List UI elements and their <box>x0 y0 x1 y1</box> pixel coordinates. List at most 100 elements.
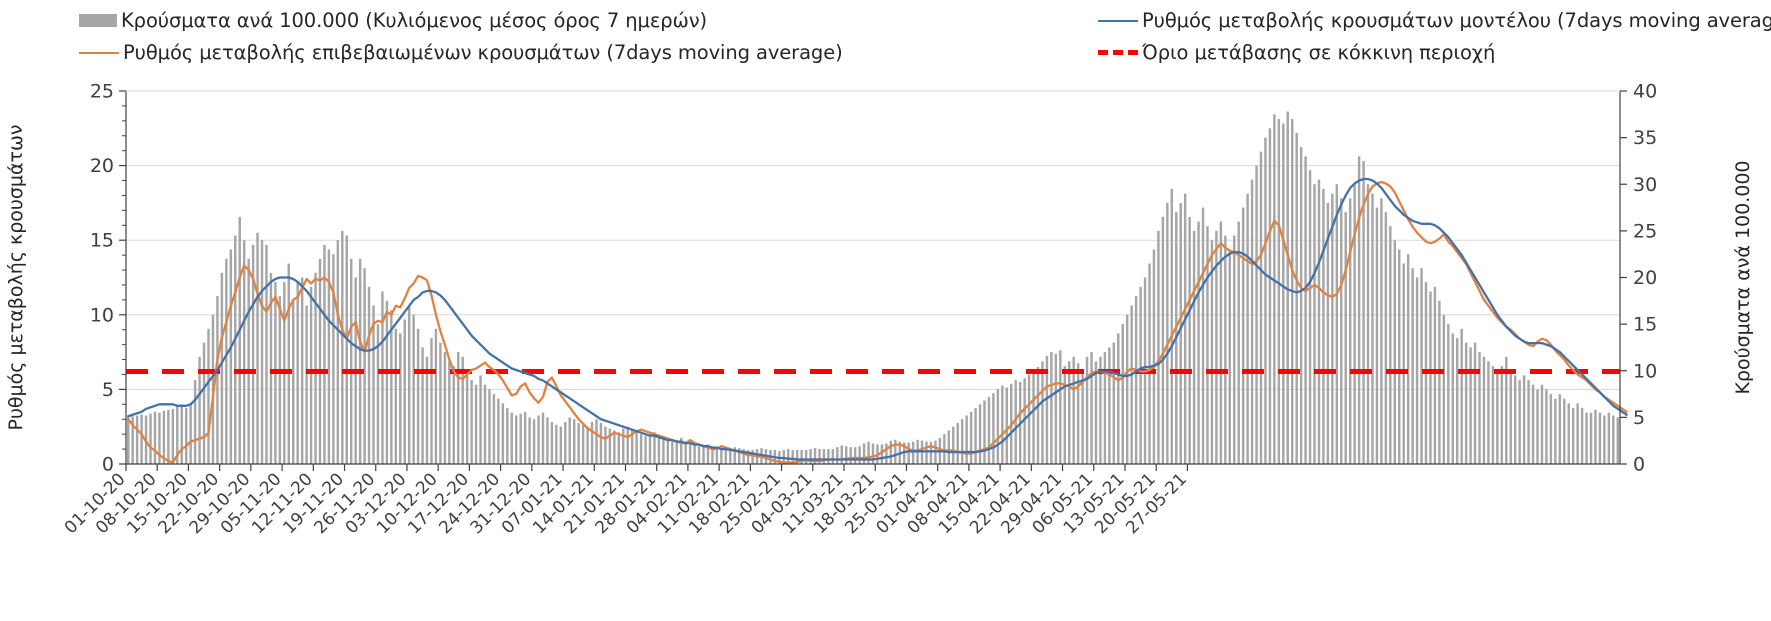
bar <box>1594 409 1597 464</box>
bar <box>693 445 696 464</box>
bar <box>1464 342 1468 464</box>
bar <box>1210 240 1214 464</box>
bar <box>465 370 469 464</box>
bar <box>1259 151 1263 465</box>
legend-label-blue-line: Ρυθμός μεταβολής κρουσμάτων μοντέλου (7d… <box>1142 9 1771 32</box>
bar <box>724 449 728 464</box>
bar <box>434 328 438 464</box>
bar <box>568 417 571 465</box>
bar <box>1094 361 1098 464</box>
bar <box>1357 156 1361 464</box>
bar <box>715 447 719 464</box>
bar <box>1487 361 1490 464</box>
bar <box>296 282 299 464</box>
bar <box>880 444 884 464</box>
bar <box>323 244 326 464</box>
bar <box>1491 366 1495 464</box>
bar <box>1233 235 1236 464</box>
bar <box>1130 305 1133 464</box>
bar <box>871 443 875 464</box>
bar <box>613 430 616 464</box>
bar <box>729 448 732 464</box>
bar <box>581 424 585 464</box>
bar <box>229 249 233 464</box>
bar <box>251 244 255 464</box>
bar <box>1268 128 1272 465</box>
bar <box>287 263 290 464</box>
bar <box>836 447 839 464</box>
bar <box>952 426 955 464</box>
bar <box>193 380 197 464</box>
bar <box>1076 363 1080 464</box>
bar <box>1027 374 1031 464</box>
bar <box>515 415 518 464</box>
bar <box>639 434 643 464</box>
bar <box>421 347 424 464</box>
bar <box>216 296 219 464</box>
bar <box>1522 375 1526 464</box>
left-axis-ticks: 0 5 10 15 20 25 <box>90 81 126 476</box>
bar <box>1183 193 1187 464</box>
bar <box>902 442 906 464</box>
bar <box>439 342 442 464</box>
orange-line-series <box>127 180 1628 464</box>
bar <box>1460 328 1463 464</box>
bar <box>1148 263 1151 464</box>
bar <box>238 216 241 464</box>
bar <box>1041 361 1044 464</box>
bar <box>140 414 143 464</box>
bar <box>800 450 803 464</box>
bar <box>1317 179 1321 464</box>
bar <box>532 419 536 464</box>
bar <box>1014 380 1017 464</box>
bar <box>960 419 964 464</box>
bar <box>1308 170 1312 464</box>
left-axis-title: Ρυθμός μεταβολής κρουσμάτων <box>5 124 27 430</box>
bar <box>996 389 1000 464</box>
bar <box>733 447 736 464</box>
bar <box>167 409 170 464</box>
bar <box>1580 408 1584 464</box>
bar <box>992 393 995 464</box>
bar <box>309 286 313 464</box>
bar <box>292 300 295 464</box>
bar <box>813 448 817 464</box>
bar <box>943 434 946 464</box>
bar <box>341 230 344 465</box>
bar <box>1219 221 1223 464</box>
bar <box>198 356 201 464</box>
bar <box>1125 314 1129 464</box>
bar <box>1045 355 1049 464</box>
bar <box>550 422 554 464</box>
bar <box>443 352 447 464</box>
bar <box>1540 384 1544 464</box>
bar <box>1277 118 1281 464</box>
bar <box>381 291 384 464</box>
bar <box>300 277 304 464</box>
legend-item-blue-line: Ρυθμός μεταβολής κρουσμάτων μοντέλου (7d… <box>1098 9 1771 32</box>
bar <box>1161 216 1165 464</box>
legend-item-bars: Κρούσματα ανά 100.000 (Κυλιόμενος μέσος … <box>79 9 707 32</box>
bar <box>1429 291 1432 464</box>
bar <box>1549 394 1553 464</box>
bar <box>956 422 959 464</box>
bar <box>1170 188 1174 464</box>
bar <box>1438 300 1441 464</box>
bar <box>818 449 821 464</box>
bar <box>1612 415 1615 464</box>
bar <box>234 235 237 464</box>
right-axis-title: Κρούσματα ανά 100.000 <box>1732 160 1754 394</box>
bar <box>1536 389 1539 464</box>
bar <box>332 254 335 464</box>
bar-swatch-icon <box>79 14 117 27</box>
bar <box>947 430 951 464</box>
bar <box>787 449 790 464</box>
bar <box>555 424 558 464</box>
bar <box>372 305 375 464</box>
bar <box>131 416 134 464</box>
bar <box>969 411 973 464</box>
bar <box>1255 165 1258 464</box>
bar <box>242 240 246 464</box>
bar <box>795 450 799 464</box>
